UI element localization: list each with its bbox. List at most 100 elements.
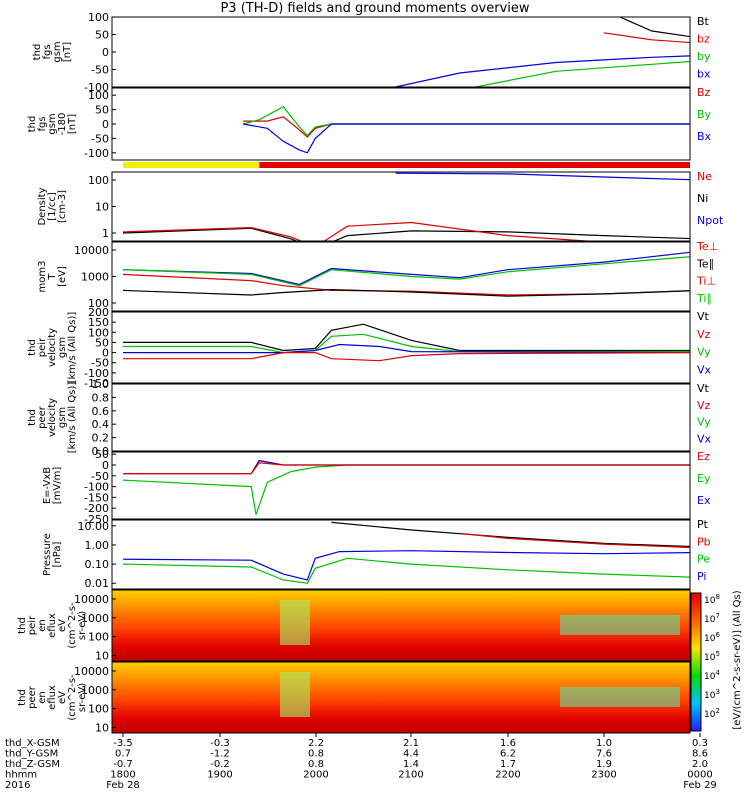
legend-fgs_edges-Bx: Bx xyxy=(697,130,712,143)
axis-row-value: 7.6 xyxy=(596,749,612,760)
y-tick-label: 50 xyxy=(95,336,109,349)
series-pressure-Pe xyxy=(122,557,690,584)
y-axis-label: Pressure[nPa] xyxy=(42,533,63,576)
axis-row-value: 2200 xyxy=(495,770,520,781)
series-temperature-Teionblue xyxy=(122,251,690,286)
y-tick-label: 1 xyxy=(102,227,109,240)
axis-row-name: 2016 xyxy=(5,780,30,791)
panel-frame xyxy=(111,661,691,734)
panel-fgs: 100 50 0 -50 -100 thdfgsgsm[nT] Bt bz by bx xyxy=(32,11,711,94)
y-tick-label: 10000 xyxy=(74,665,109,678)
panel-electron_spectrogram: 10000 1000 100 10 thdpeerenefluxeV(cm^2-s-sr… xyxy=(17,661,691,734)
y-tick-label: 0 xyxy=(102,118,109,131)
axis-row-name: thd_Z-GSM xyxy=(5,759,60,770)
y-tick-label: 10 xyxy=(95,721,109,734)
legend-electron_velocity-Vy: Vy xyxy=(697,416,711,429)
axis-row-value: 2.0 xyxy=(692,759,708,770)
y-tick-label: 10 xyxy=(95,649,109,662)
y-tick-label: 50 xyxy=(95,448,109,461)
y-tick-label: 50 xyxy=(95,29,109,42)
y-tick-label: 100 xyxy=(88,11,109,24)
series-fgs-bz xyxy=(603,32,690,44)
y-tick-label: 10000 xyxy=(74,244,109,257)
y-axis-label: Density[1/cc][cm-3] xyxy=(37,187,68,225)
series-temperature-Te xyxy=(122,288,690,297)
legend-electron_velocity-Vx: Vx xyxy=(697,432,712,445)
y-tick-label: 0 xyxy=(102,459,109,472)
y-axis-label: thdfgsgsm[nT] xyxy=(32,41,73,62)
legend-temperature-Te: Te∥ xyxy=(696,257,714,270)
y-tick-label: 0.4 xyxy=(92,418,110,431)
axis-row-value: 1.4 xyxy=(403,759,419,770)
y-tick-label: 0 xyxy=(102,347,109,360)
y-tick-label: -50 xyxy=(91,357,109,370)
y-tick-label: 0.0 xyxy=(92,445,110,458)
axis-row-value: 1.7 xyxy=(500,759,516,770)
legend-efield-Ey: Ey xyxy=(697,472,711,485)
y-tick-label: -100 xyxy=(84,481,109,494)
legend-temperature-Ti: Ti∥ xyxy=(696,292,712,305)
axis-row-value: 2300 xyxy=(591,770,616,781)
y-tick-label: 0 xyxy=(102,46,109,59)
y-tick-label: 100 xyxy=(88,89,109,102)
y-tick-label: -50 xyxy=(91,132,109,145)
y-tick-label: 1.0 xyxy=(92,378,110,391)
y-tick-label: 200 xyxy=(88,306,109,319)
legend-density-Ni: Ni xyxy=(697,192,708,205)
plot-title: P3 (TH-D) fields and ground moments over… xyxy=(220,1,529,16)
legend-fgs_edges-Bz: Bz xyxy=(697,86,711,99)
y-tick-label: -150 xyxy=(84,377,109,390)
axis-row-value: 1.6 xyxy=(500,738,516,749)
panel-frame xyxy=(111,383,691,452)
y-tick-label: -100 xyxy=(84,367,109,380)
colorbar-tick: 102 xyxy=(704,707,720,720)
y-tick-label: 100 xyxy=(88,174,109,187)
y-tick-label: 150 xyxy=(88,316,109,329)
series-fgs_edges-Bx xyxy=(243,123,690,154)
legend-density-Ne: Ne xyxy=(697,170,712,183)
legend-ion_velocity-Vz: Vz xyxy=(697,328,711,341)
legend-efield-Ex: Ex xyxy=(697,494,711,507)
series-efield-Ez xyxy=(123,462,690,475)
series-fgs-Bt xyxy=(619,17,690,38)
legend-fgs-Bt: Bt xyxy=(697,15,710,28)
legend-fgs-bz: bz xyxy=(697,33,710,46)
y-axis-label: thdpeervelocitygsm[km/s (All Qs)] xyxy=(27,382,78,454)
axis-row-value: -3.5 xyxy=(113,738,133,749)
axis-row-value: 2.1 xyxy=(403,738,419,749)
y-tick-label: 0.2 xyxy=(92,432,110,445)
series-ion_velocity-Vy xyxy=(123,333,690,354)
panel-ion_spectrogram: 10000 1000 100 10 thdpeirenefluxeV(cm^2-s-sr… xyxy=(17,589,691,662)
axis-row-value: 6.2 xyxy=(500,749,516,760)
spectrogram-patch xyxy=(560,687,680,707)
panel-frame xyxy=(111,519,691,590)
axis-row-value: 4.4 xyxy=(403,749,419,760)
y-axis-label: thdfgsgsm-180[nT] xyxy=(27,113,78,136)
y-tick-label: -100 xyxy=(84,81,109,94)
legend-electron_velocity-Vz: Vz xyxy=(697,399,711,412)
legend-fgs-by: by xyxy=(697,50,711,63)
y-tick-label: -250 xyxy=(84,513,109,526)
legend-pressure-Pi: Pi xyxy=(697,570,706,583)
spectrogram-patch xyxy=(280,672,310,717)
axis-row-value: 2.2 xyxy=(308,738,324,749)
y-tick-label: 10 xyxy=(95,201,109,214)
axis-row-name: thd_X-GSM xyxy=(5,738,60,749)
axis-row-value: 2100 xyxy=(398,770,423,781)
y-tick-label: 100 xyxy=(88,703,109,716)
y-tick-label: 0.8 xyxy=(92,391,110,404)
spectrogram-patch xyxy=(560,615,680,635)
axis-row-value: 1800 xyxy=(110,770,135,781)
legend-ion_velocity-Vx: Vx xyxy=(697,363,712,376)
colorbar: 108 107 106 105 104 103 102 [eV/(cm^2-s-sr-eV)]… xyxy=(690,590,743,732)
series-fgs_edges-Bz xyxy=(243,116,690,138)
axis-row-value: 0.3 xyxy=(692,738,708,749)
colorbar-tick: 103 xyxy=(704,688,720,701)
axis-row-value: -0.2 xyxy=(210,759,230,770)
colorbar-label: [eV/(cm^2-s-sr-eV)] (All Qs) xyxy=(732,590,743,729)
panel-fgs_edges: 100 500-50 -100 thdfgsgsm-180[nT] Bz By Bx xyxy=(27,86,712,168)
y-axis-label: mom3T[eV] xyxy=(37,261,68,293)
panel-electron_velocity: 1.00.80.60.40.20.0 thdpeervelocitygsm[km/… xyxy=(27,378,712,458)
colorbar-tick: 104 xyxy=(704,669,720,682)
